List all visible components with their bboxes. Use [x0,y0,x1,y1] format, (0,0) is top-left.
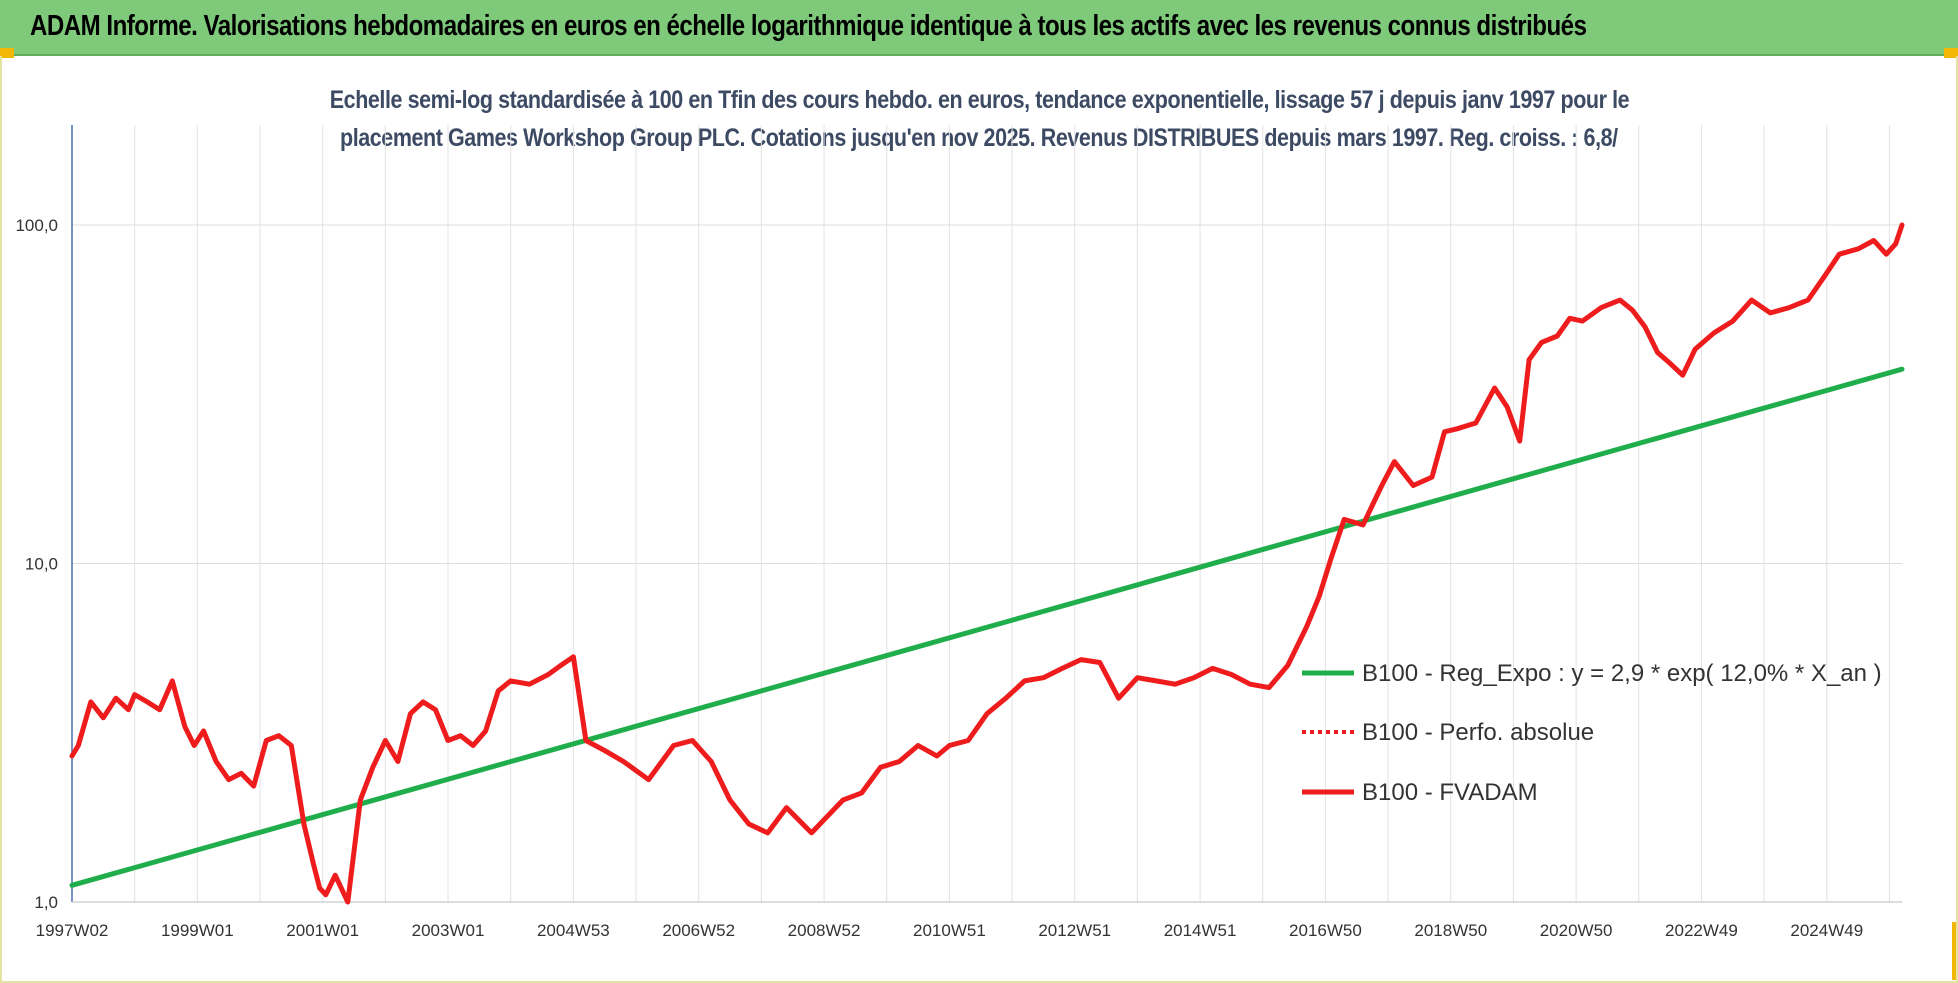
x-tick-label: 2020W50 [1540,921,1613,940]
legend-label-reg: B100 - Reg_Expo : y = 2,9 * exp( 12,0% *… [1362,660,1882,687]
x-tick-label: 2012W51 [1038,921,1111,940]
chart-title-line-2: placement Games Workshop Group PLC. Cota… [340,124,1618,152]
legend-label-perfo: B100 - Perfo. absolue [1362,719,1594,746]
corner-marker-bottom-right [1952,922,1958,980]
x-tick-label: 2006W52 [662,921,735,940]
x-tick-label: 2003W01 [412,921,485,940]
x-tick-label: 1999W01 [161,921,234,940]
banner: ADAM Informe. Valorisations hebdomadaire… [0,0,1958,56]
series-line-reg [69,366,1905,888]
chart-title-line-1: Echelle semi-log standardisée à 100 en T… [329,86,1629,114]
x-tick-label: 2004W53 [537,921,610,940]
x-tick-label: 2010W51 [913,921,986,940]
x-tick-label: 2014W51 [1164,921,1237,940]
legend-label-fvadam: B100 - FVADAM [1362,779,1538,806]
series-line-fvadam [69,222,1905,905]
x-tick-label: 2008W52 [788,921,861,940]
x-tick-label: 2018W50 [1414,921,1487,940]
x-tick-label: 2001W01 [286,921,359,940]
y-tick-label: 1,0 [34,893,58,912]
y-tick-label: 10,0 [25,555,58,574]
x-tick-label: 2024W49 [1790,921,1863,940]
x-tick-label: 1997W02 [36,921,109,940]
y-tick-label: 100,0 [15,216,58,235]
x-tick-label: 2016W50 [1289,921,1362,940]
chart-frame [0,56,1958,983]
banner-title: ADAM Informe. Valorisations hebdomadaire… [30,10,1587,42]
corner-marker-top-left [0,48,14,58]
corner-marker-top-right [1944,48,1958,58]
x-tick-label: 2022W49 [1665,921,1738,940]
